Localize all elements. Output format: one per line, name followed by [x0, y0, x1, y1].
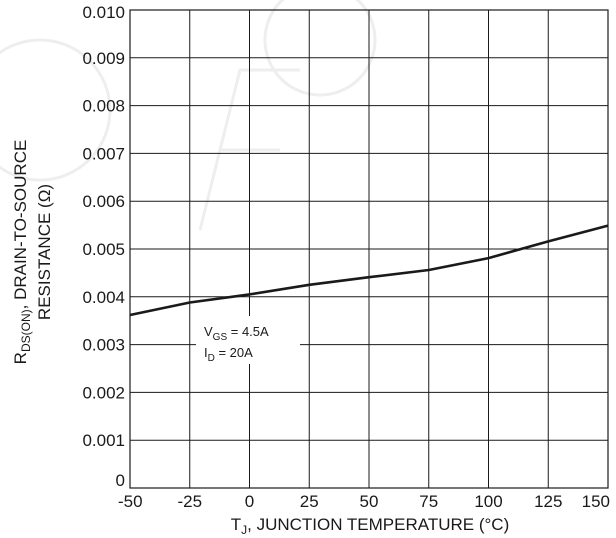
y-tick-label: 0.008 [82, 97, 125, 116]
x-tick-label: 50 [360, 492, 379, 511]
annotation-line-2: ID = 20A [204, 345, 253, 364]
x-tick-label: 100 [474, 492, 502, 511]
y-axis-title-line-2: RESISTANCE (Ω) [35, 184, 54, 320]
x-tick-label: 25 [300, 492, 319, 511]
y-tick-labels: 0 0.001 0.002 0.003 0.004 0.005 0.006 0.007 0.00… [82, 3, 125, 490]
x-axis-title: TJ, JUNCTION TEMPERATURE (°C) [231, 515, 510, 537]
x-tick-label: 125 [534, 492, 562, 511]
y-axis-title-line-1: RDS(ON), DRAIN-TO-SOURCE [11, 140, 33, 365]
y-tick-label: 0.002 [82, 383, 125, 402]
x-tick-label: 75 [419, 492, 438, 511]
x-tick-label: -50 [118, 492, 143, 511]
y-tick-label: 0.001 [82, 431, 125, 450]
grid [129, 9, 609, 489]
x-tick-label: -25 [177, 492, 202, 511]
annotation-line-1: VGS = 4.5A [204, 324, 269, 343]
annotation-box [196, 316, 300, 364]
y-tick-label: 0.004 [82, 288, 125, 307]
x-tick-labels: -50 -25 0 25 50 75 100 125 150 [118, 492, 610, 511]
y-tick-label: 0 [116, 471, 125, 490]
annotation: VGS = 4.5A ID = 20A [196, 316, 300, 364]
y-tick-label: 0.003 [82, 336, 125, 355]
x-tick-label: 0 [245, 492, 254, 511]
y-tick-label: 0.005 [82, 240, 125, 259]
y-tick-label: 0.010 [82, 3, 125, 22]
watermark [0, 0, 377, 231]
y-tick-label: 0.007 [82, 144, 125, 163]
plot-frame [129, 9, 609, 489]
x-tick-label: 150 [582, 492, 610, 511]
series-line [129, 224, 609, 317]
y-tick-label: 0.006 [82, 192, 125, 211]
y-tick-label: 0.009 [82, 49, 125, 68]
